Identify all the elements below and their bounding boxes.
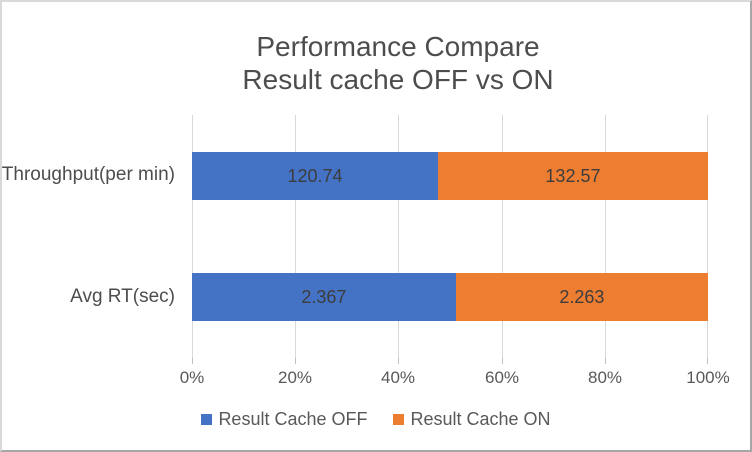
data-label-throughput-off: 120.74 [287, 165, 343, 186]
x-axis-tick-label-60: 60% [484, 368, 520, 387]
chart-title: Performance Compare Result cache OFF vs … [46, 30, 750, 96]
axis-tick [398, 358, 400, 364]
gridline-40pct [398, 115, 400, 358]
category-label-avg-rt: Avg RT(sec) [70, 286, 175, 307]
gridline-20pct [295, 115, 297, 358]
data-label-avg-rt-off: 2.367 [301, 286, 347, 307]
chart-title-line2: Result cache OFF vs ON [242, 64, 554, 95]
category-label-throughput: Throughput(per min) [1, 164, 175, 185]
x-axis-tick-label-80: 80% [587, 368, 623, 387]
legend-swatch-cache-off-icon [201, 414, 213, 425]
legend-item-cache-on[interactable]: Result Cache ON [393, 409, 551, 430]
gridline-0pct [192, 115, 193, 358]
legend-label-cache-off: Result Cache OFF [218, 409, 368, 429]
axis-tick [707, 358, 708, 364]
axis-tick [295, 358, 297, 364]
legend-label-cache-on: Result Cache ON [410, 409, 551, 429]
bar-row-avg-rt: 2.367 2.263 [192, 273, 708, 321]
bar-segment-throughput-cache-off[interactable]: 120.74 [192, 152, 438, 200]
chart-title-line1: Performance Compare [256, 31, 540, 62]
legend-item-cache-off[interactable]: Result Cache OFF [201, 409, 367, 430]
bar-segment-avg-rt-cache-off[interactable]: 2.367 [192, 273, 456, 321]
legend: Result Cache OFF Result Cache ON [2, 409, 750, 430]
x-axis-tick-label-100: 100% [686, 368, 730, 387]
axis-tick [604, 358, 606, 364]
bar-row-throughput: 120.74 132.57 [192, 152, 708, 200]
axis-tick [192, 358, 193, 364]
axis-tick [501, 358, 503, 364]
data-label-throughput-on: 132.57 [545, 165, 601, 186]
bar-segment-avg-rt-cache-on[interactable]: 2.263 [455, 273, 708, 321]
gridline-60pct [501, 115, 503, 358]
legend-swatch-cache-on-icon [393, 414, 405, 425]
x-axis-tick-label-0: 0% [179, 368, 205, 387]
bar-segment-throughput-cache-on[interactable]: 132.57 [437, 152, 708, 200]
x-axis-tick-label-20: 20% [277, 368, 313, 387]
x-axis-tick-label-40: 40% [380, 368, 416, 387]
gridline-100pct [707, 115, 708, 358]
plot-area: 120.74 132.57 2.367 2.263 [192, 115, 708, 364]
data-label-avg-rt-on: 2.263 [559, 286, 605, 307]
gridline-80pct [604, 115, 606, 358]
